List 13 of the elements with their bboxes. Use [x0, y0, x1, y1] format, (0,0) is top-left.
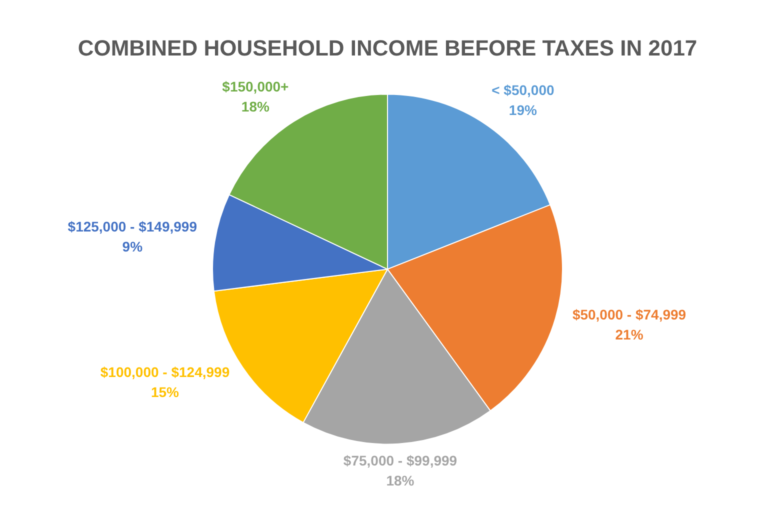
slice-label: $150,000+ [222, 78, 289, 95]
data-label: 18% [241, 98, 270, 115]
slice-label: $75,000 - $99,999 [343, 452, 458, 469]
slice-label: $50,000 - $74,999 [572, 306, 686, 323]
data-label: 21% [615, 326, 644, 343]
data-label: 9% [122, 238, 144, 254]
slice-label: < $50,000 [492, 82, 554, 98]
data-label: 18% [386, 472, 415, 489]
data-label: 15% [150, 384, 180, 400]
slice-label: $125,000 - $149,999 [68, 218, 198, 234]
data-label: 19% [508, 102, 538, 118]
slice-label: $100,000 - $124,999 [100, 364, 230, 380]
chart-title: COMBINED HOUSEHOLD INCOME BEFORE TAXES IN 2017 [78, 35, 698, 60]
